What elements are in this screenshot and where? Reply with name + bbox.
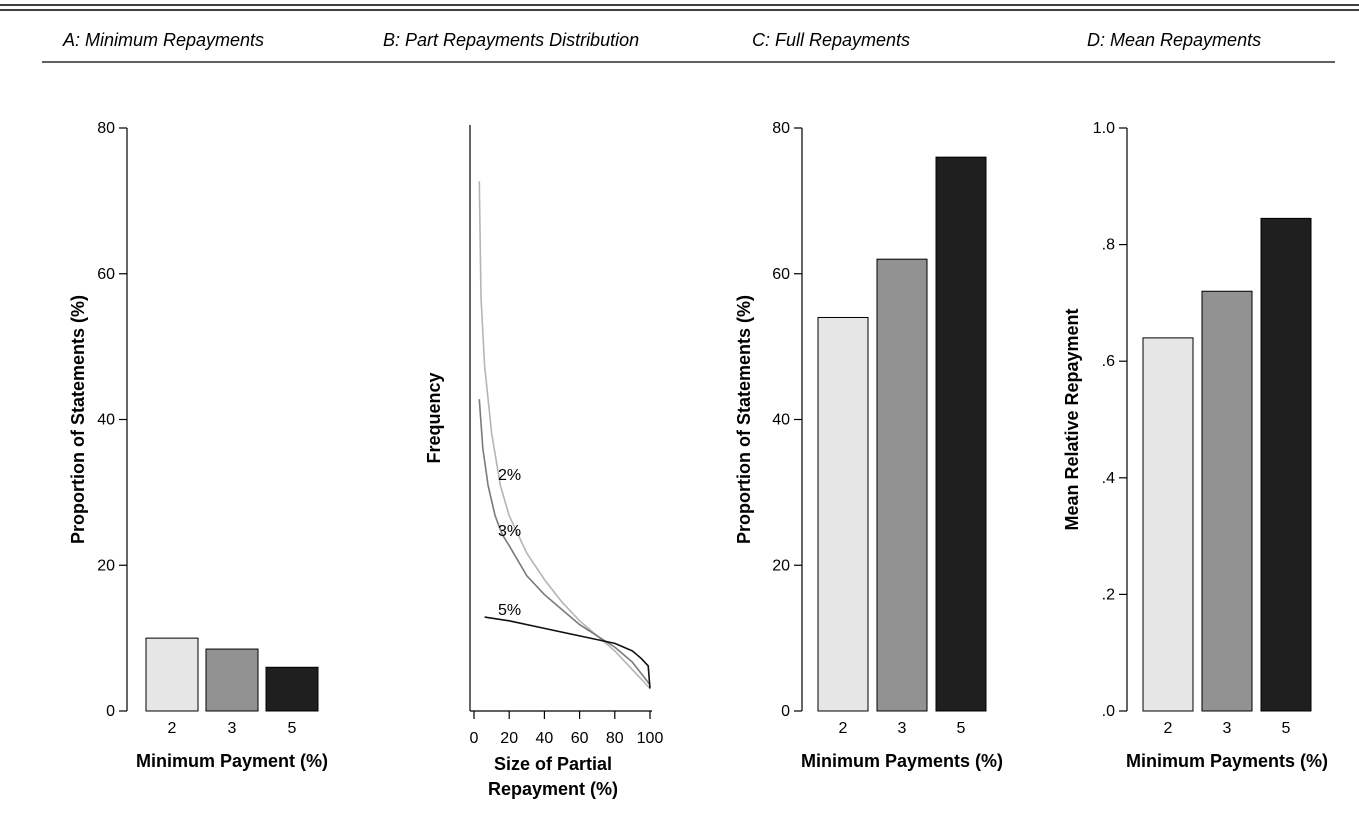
bar-2 (1142, 337, 1194, 712)
panel-a-title: A: Minimum Repayments (62, 30, 264, 50)
y-axis-label: Proportion of Statements (%) (734, 295, 754, 544)
y-tick-label: .6 (1102, 353, 1115, 370)
x-tick-label: 2 (168, 720, 177, 737)
bar-3 (1201, 290, 1253, 712)
x-tick-label: 3 (1223, 720, 1232, 737)
y-axis-label: Mean Relative Repayment (1062, 308, 1082, 530)
y-tick-label: 60 (772, 266, 790, 283)
panel-b-title: B: Part Repayments Distribution (383, 30, 639, 50)
y-tick-label: .0 (1102, 703, 1115, 720)
x-axis-label: Minimum Payments (%) (801, 751, 1003, 771)
x-tick-label: 40 (536, 730, 554, 747)
y-tick-label: .8 (1102, 237, 1115, 254)
bar-5 (1260, 217, 1312, 712)
panel-a-chart: 0 20 40 60 80 2 3 5 Minimum Payment (%) Proportio… (68, 120, 328, 771)
curve-label: 3% (498, 523, 521, 540)
x-tick-label: 20 (500, 730, 518, 747)
y-tick-label: 20 (97, 557, 115, 574)
panel-d-chart: .0 .2 .4 .6 .8 1.0 2 3 5 Minimum Payments (%) Mean… (1062, 120, 1328, 771)
x-tick-label: 5 (288, 720, 297, 737)
y-tick-label: 0 (781, 703, 790, 720)
x-tick-label: 5 (1282, 720, 1291, 737)
panel-d-title: D: Mean Repayments (1087, 30, 1261, 50)
x-axis-label-line2: Repayment (%) (488, 779, 618, 799)
x-tick-label: 80 (606, 730, 624, 747)
x-tick-label: 3 (228, 720, 237, 737)
x-tick-label: 0 (470, 730, 479, 747)
y-tick-label: 0 (106, 703, 115, 720)
panel-c-title: C: Full Repayments (752, 30, 910, 50)
y-tick-label: .2 (1102, 586, 1115, 603)
panel-c-chart: 0 20 40 60 80 2 3 5 Minimum Payments (%) Proporti… (734, 120, 1003, 771)
y-tick-label: 20 (772, 557, 790, 574)
x-tick-label: 5 (957, 720, 966, 737)
curve-2pct (478, 181, 651, 690)
curve-label: 2% (498, 467, 521, 484)
bar-5 (265, 666, 319, 712)
curve-3pct (478, 399, 651, 686)
x-tick-label: 2 (839, 720, 848, 737)
y-tick-label: 80 (772, 120, 790, 137)
y-tick-label: 60 (97, 266, 115, 283)
y-axis-label: Proportion of Statements (%) (68, 295, 88, 544)
bar-5 (935, 156, 987, 712)
y-tick-label: 40 (772, 412, 790, 429)
y-tick-label: .4 (1102, 470, 1115, 487)
x-tick-label: 60 (571, 730, 589, 747)
bar-2 (817, 316, 869, 712)
x-tick-label: 2 (1164, 720, 1173, 737)
x-tick-label: 3 (898, 720, 907, 737)
panel-b-chart: 0 20 40 60 80 100 2% 3% 5% Size of Partial Repayme… (424, 125, 663, 799)
bar-3 (205, 648, 259, 712)
y-tick-label: 1.0 (1093, 120, 1115, 137)
y-tick-label: 40 (97, 412, 115, 429)
y-axis-label: Frequency (424, 372, 444, 463)
y-tick-label: 80 (97, 120, 115, 137)
x-tick-label: 100 (637, 730, 664, 747)
x-axis-label-line1: Size of Partial (494, 754, 612, 774)
bar-3 (876, 258, 928, 712)
x-axis-label: Minimum Payment (%) (136, 751, 328, 771)
bar-2 (145, 637, 199, 712)
x-axis-label: Minimum Payments (%) (1126, 751, 1328, 771)
curve-label: 5% (498, 602, 521, 619)
curve-5pct (484, 616, 651, 689)
